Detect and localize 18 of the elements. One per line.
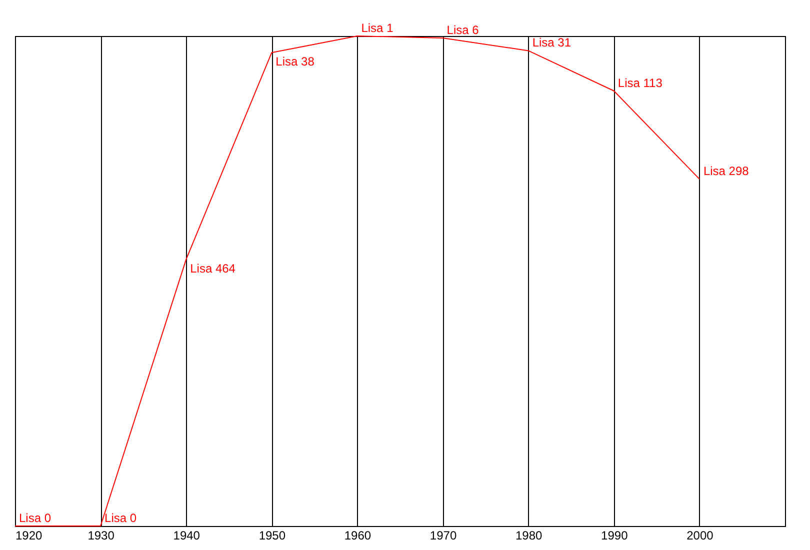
x-tick-label: 2000 [686,528,714,542]
annotation: Lisa 0 [19,511,52,525]
x-tick-label: 1970 [430,528,457,542]
x-tick-label: 1930 [88,528,115,542]
annotation: Lisa 38 [276,54,315,69]
x-tick-label: 1920 [16,528,43,542]
x-tick-label: 1990 [601,528,628,542]
annotation: Lisa 113 [618,76,663,90]
x-tick-label: 1950 [258,528,286,542]
x-tick-label: 1960 [344,528,372,542]
annotation: Lisa 31 [532,36,572,50]
annotation: Lisa 464 [190,261,236,276]
annotation: Lisa 6 [446,22,480,37]
annotation: Lisa 0 [104,511,137,525]
annotation: Lisa 298 [703,164,750,178]
x-tick-label: 1980 [515,528,543,542]
annotation: Lisa 1 [361,21,394,35]
x-tick-label: 1940 [173,528,200,542]
